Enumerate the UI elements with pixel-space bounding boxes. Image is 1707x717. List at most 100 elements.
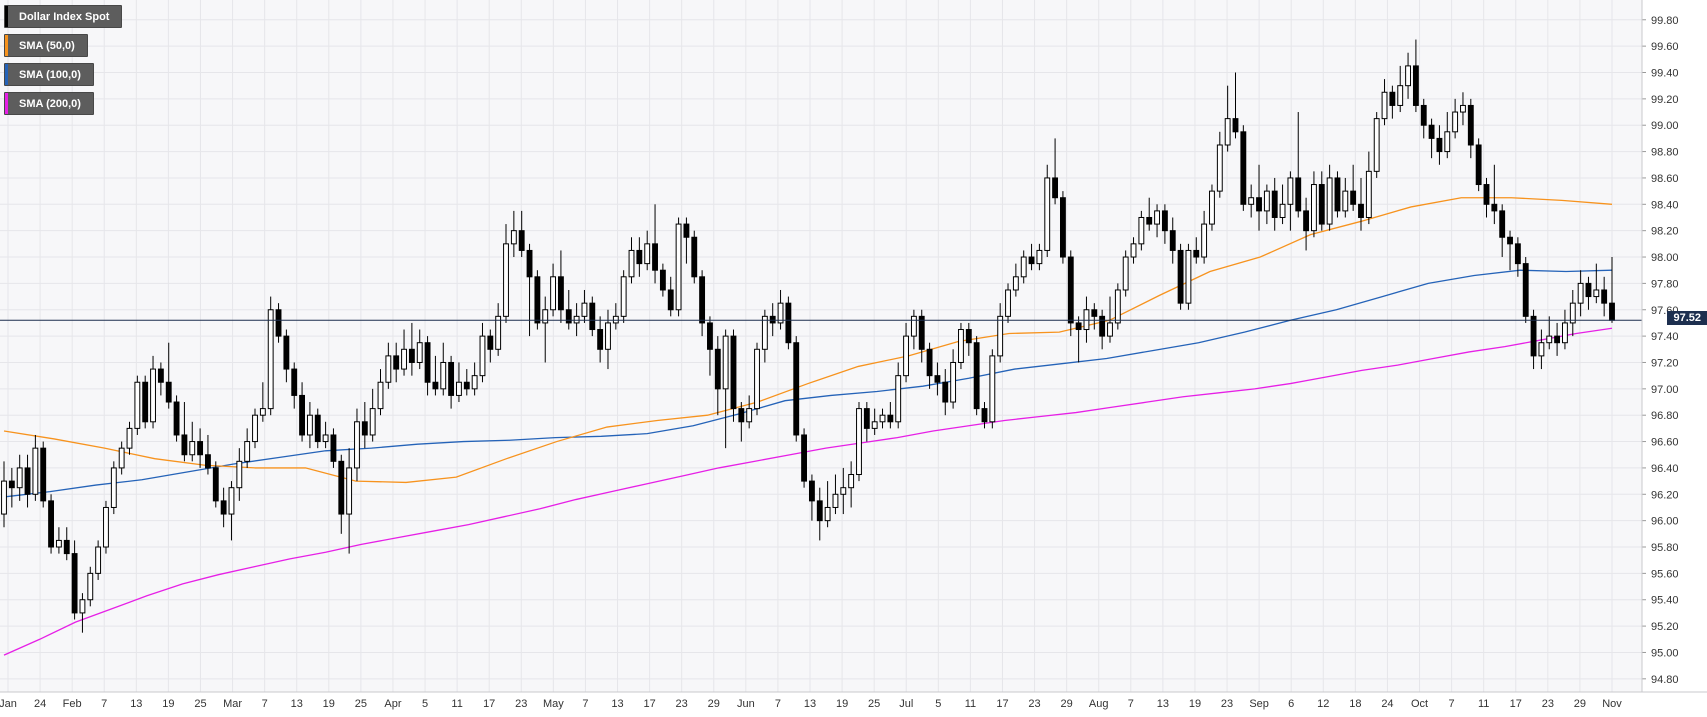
candle-body [1444,131,1451,153]
x-tick-label: Mar [223,698,242,710]
candle [495,303,502,356]
candle-body [369,408,376,436]
candle-body [1099,315,1106,337]
candle-body [1483,184,1490,205]
candle-body [1138,216,1145,245]
candle [738,402,745,442]
candle-body [510,230,517,245]
legend-label: SMA (100,0) [19,68,81,81]
candle [1201,210,1208,264]
candle [1256,164,1262,231]
candle-body [1036,249,1043,265]
candle-body [1185,249,1192,304]
candle-body [1554,335,1561,344]
x-tick-label: 17 [1510,698,1522,710]
candle-body [1,480,7,515]
candle-body [1091,309,1098,317]
candle-body [377,381,384,410]
legend-item-sma50[interactable]: SMA (50,0) [4,34,88,57]
legend-swatch [5,64,8,85]
candle-body [1107,322,1113,337]
candle [440,342,447,396]
candle [534,270,541,330]
x-axis: Jan 24 Feb 7 13 19 25 Mar 7 13 19 25 Apr 5 11 17 23 May 7 1… [0,698,1622,710]
plot-background [0,0,1642,692]
candle-body [699,276,706,324]
candle-body [1122,256,1129,291]
candle-body [918,315,925,350]
candle-body [228,487,235,515]
candle-body [1263,190,1270,212]
candle [903,322,909,383]
candle-body [456,381,462,396]
candle-body [1020,256,1027,278]
candle-body [1044,177,1051,251]
candle-body [205,454,211,469]
x-tick-label: 7 [101,698,107,710]
legend-item-price[interactable]: Dollar Index Spot [4,5,123,28]
candle-body [1381,91,1388,120]
candle [1185,243,1192,310]
candle [1389,85,1396,119]
candle [910,309,917,350]
candle-body [134,381,141,429]
candle-body [675,223,682,311]
candle [181,402,188,462]
candle [118,441,125,475]
x-tick-label: 7 [262,698,268,710]
x-tick-label: 19 [162,698,174,710]
candle-body [895,375,902,423]
candle [408,322,415,376]
legend-item-sma200[interactable]: SMA (200,0) [4,92,94,115]
legend-item-sma100[interactable]: SMA (100,0) [4,63,94,86]
candle [1,461,7,528]
candle [1452,98,1459,139]
candle-body [1499,210,1506,238]
x-tick-label: 5 [422,698,428,710]
candle [628,237,635,284]
y-tick-label: 96.20 [1651,489,1679,501]
candle-body [1114,289,1121,324]
x-tick-label: 23 [1542,698,1554,710]
candle [589,296,596,337]
candle [48,494,54,554]
y-tick-label: 98.20 [1651,226,1679,238]
candle [1012,263,1019,297]
candle-body [197,441,204,456]
candle-body [1530,315,1537,357]
candle-body [1318,184,1325,225]
y-tick-label: 95.20 [1651,621,1679,633]
sma50-line [3,197,1613,484]
candle [1279,184,1286,225]
candle-body [1585,282,1592,298]
x-tick-label: 17 [996,698,1008,710]
x-tick-label: 13 [804,698,816,710]
gridlines [0,0,1642,692]
candle [1373,112,1380,178]
y-tick-label: 97.00 [1651,384,1679,396]
candle [707,316,713,376]
candle-body [440,361,447,390]
candle-body [1161,210,1168,232]
legend-swatch [5,93,8,114]
x-tick-label: 12 [1317,698,1329,710]
candle [487,329,494,363]
x-tick-label: 25 [355,698,367,710]
candle [573,303,580,337]
sma200-line [3,327,1613,656]
x-tick-label: 25 [194,698,206,710]
candle [1444,112,1451,159]
candle [918,309,925,363]
candle-body [283,335,290,370]
candle-body [1216,144,1223,192]
x-tick-label: 29 [1574,698,1586,710]
candle [934,362,941,396]
candle-body [8,480,15,489]
candle [973,336,980,416]
candle [385,342,392,389]
candle [173,395,180,442]
candle-body [463,381,470,390]
candle-body [769,315,776,324]
candle [1365,151,1372,225]
candle [1075,316,1082,363]
